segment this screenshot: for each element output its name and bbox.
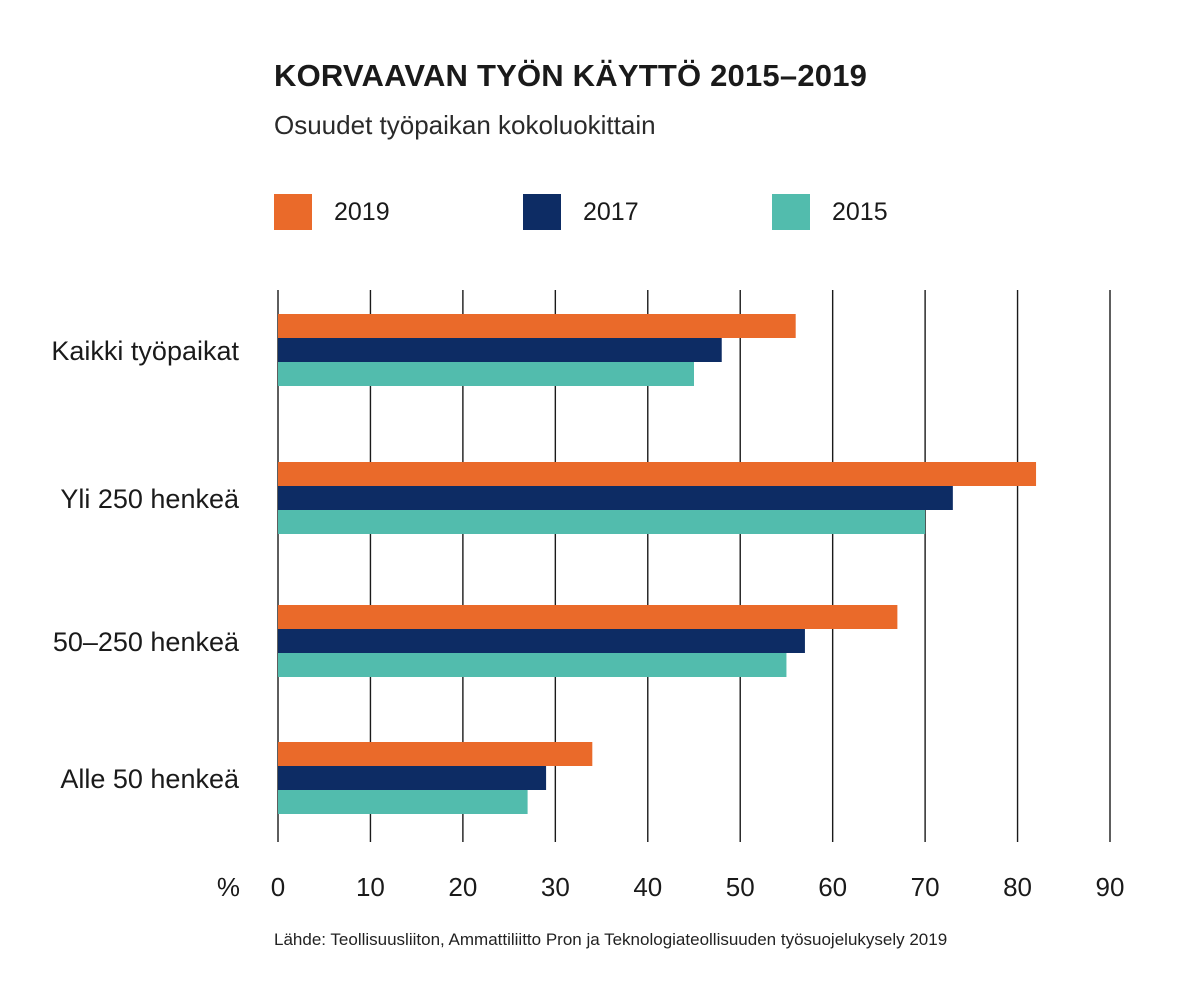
bar <box>278 510 926 534</box>
category-label: Kaikki työpaikat <box>51 336 239 366</box>
category-label: Alle 50 henkeä <box>60 764 240 794</box>
legend-swatch-2019 <box>274 194 312 230</box>
legend-swatch-2015 <box>772 194 810 230</box>
legend-label-2015: 2015 <box>832 198 888 226</box>
x-tick-label: 10 <box>356 872 385 902</box>
x-axis-unit-label: % <box>217 872 240 902</box>
bar <box>278 605 898 629</box>
bar <box>278 790 528 814</box>
category-label: Yli 250 henkeä <box>60 484 240 514</box>
bar <box>278 629 805 653</box>
legend-label-2019: 2019 <box>334 198 390 226</box>
bar <box>278 766 547 790</box>
bar <box>278 653 787 677</box>
bar <box>278 362 694 386</box>
x-tick-label: 90 <box>1096 872 1125 902</box>
bar <box>278 338 722 362</box>
x-tick-label: 20 <box>448 872 477 902</box>
chart-title: KORVAAVAN TYÖN KÄYTTÖ 2015–2019 <box>274 58 868 93</box>
legend-swatch-2017 <box>523 194 561 230</box>
bar <box>278 742 593 766</box>
x-tick-label: 70 <box>911 872 940 902</box>
legend-label-2017: 2017 <box>583 198 639 226</box>
x-tick-label: 80 <box>1003 872 1032 902</box>
bar <box>278 486 953 510</box>
x-tick-label: 30 <box>541 872 570 902</box>
x-tick-label: 40 <box>633 872 662 902</box>
category-label: 50–250 henkeä <box>53 627 240 657</box>
source-note: Lähde: Teollisuusliiton, Ammattiliitto P… <box>274 930 948 949</box>
x-tick-label: 60 <box>818 872 847 902</box>
chart-subtitle: Osuudet työpaikan kokoluokittain <box>274 110 656 140</box>
x-tick-label: 50 <box>726 872 755 902</box>
bar <box>278 314 796 338</box>
bar <box>278 462 1037 486</box>
x-tick-label: 0 <box>271 872 285 902</box>
